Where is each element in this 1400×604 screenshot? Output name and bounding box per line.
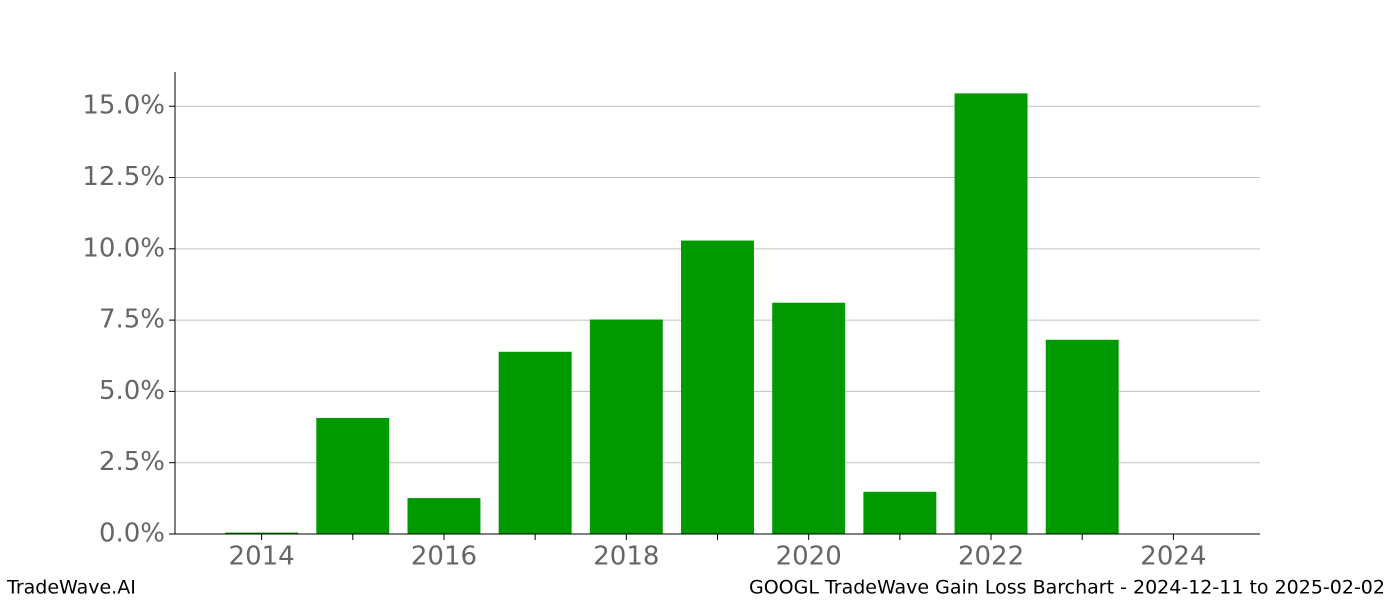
bar xyxy=(316,417,390,534)
watermark: TradeWave.AI xyxy=(6,577,136,599)
bar xyxy=(589,319,663,534)
y-tick-label: 15.0% xyxy=(82,91,165,121)
y-tick-label: 7.5% xyxy=(99,305,165,335)
x-tick-label: 2018 xyxy=(593,542,659,572)
y-tick-label: 12.5% xyxy=(82,162,165,192)
bar xyxy=(681,240,754,535)
bar xyxy=(954,93,1028,534)
y-tick-label: 5.0% xyxy=(99,376,165,406)
bar xyxy=(407,498,481,534)
x-tick-label: 2024 xyxy=(1140,542,1206,572)
y-tick-label: 10.0% xyxy=(82,233,165,263)
chart-title: GOOGL TradeWave Gain Loss Barchart - 202… xyxy=(749,577,1385,599)
y-tick-label: 0.0% xyxy=(99,519,165,549)
x-tick-label: 2014 xyxy=(229,542,295,572)
bar xyxy=(1045,339,1119,534)
y-tick-label: 2.5% xyxy=(99,447,165,477)
x-tick-label: 2016 xyxy=(411,542,477,572)
bar xyxy=(225,532,299,534)
x-tick-label: 2022 xyxy=(958,542,1024,572)
x-tick-label: 2020 xyxy=(776,542,842,572)
bar xyxy=(863,491,937,534)
bar xyxy=(498,351,572,534)
bar xyxy=(772,302,846,534)
